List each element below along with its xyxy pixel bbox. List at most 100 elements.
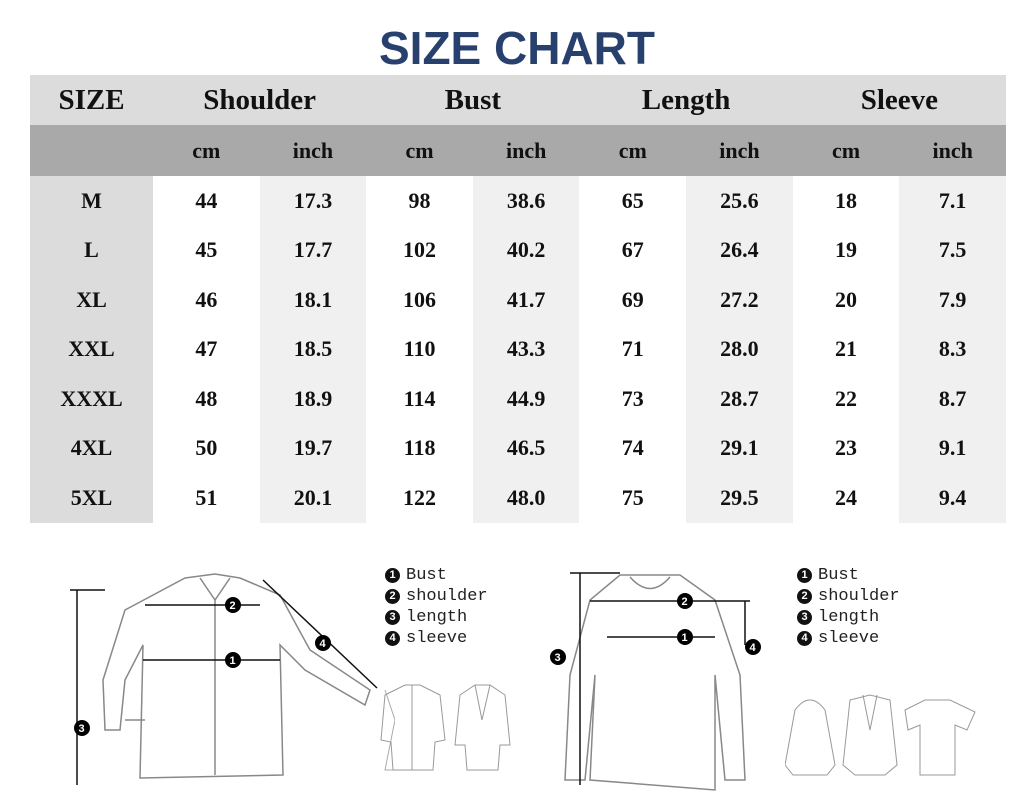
value-cell: 48.0 xyxy=(472,473,580,523)
unit-blank xyxy=(30,125,154,176)
value-cell: 22 xyxy=(792,374,900,424)
value-cell: 44 xyxy=(153,176,260,226)
value-cell: 110 xyxy=(366,324,473,374)
svg-text:1: 1 xyxy=(230,655,236,667)
value-cell: 20 xyxy=(792,275,900,325)
number-badge-icon: 4 xyxy=(797,631,812,646)
unit-inch: inch xyxy=(259,125,367,176)
value-cell: 29.5 xyxy=(686,473,793,523)
svg-text:1: 1 xyxy=(682,632,688,644)
number-badge-icon: 4 xyxy=(385,631,400,646)
size-cell: XXXL xyxy=(30,374,154,424)
garment-thumbnails xyxy=(785,694,976,776)
value-cell: 50 xyxy=(153,423,260,473)
value-cell: 98 xyxy=(366,176,473,226)
sweater-illustration: 1 2 3 4 xyxy=(550,572,761,791)
value-cell: 17.3 xyxy=(259,176,367,226)
number-badge-icon: 1 xyxy=(797,568,812,583)
value-cell: 122 xyxy=(366,473,473,523)
value-cell: 28.7 xyxy=(686,374,793,424)
value-cell: 106 xyxy=(366,275,473,325)
legend-item: 2 shoulder xyxy=(385,586,488,607)
unit-cm: cm xyxy=(153,125,260,176)
size-cell: 5XL xyxy=(30,473,154,523)
legend-label: shoulder xyxy=(818,587,900,606)
svg-text:3: 3 xyxy=(79,723,85,735)
value-cell: 45 xyxy=(153,225,260,275)
number-badge-icon: 2 xyxy=(797,589,812,604)
value-cell: 51 xyxy=(153,473,260,523)
size-header: SIZE xyxy=(30,75,154,125)
size-cell: M xyxy=(30,176,154,226)
size-row: M 44 17.3 98 38.6 65 25.6 18 7.1 xyxy=(30,176,1006,226)
legend-item: 2 shoulder xyxy=(797,586,900,607)
number-badge-icon: 2 xyxy=(385,589,400,604)
legend-label: length xyxy=(818,608,880,627)
value-cell: 21 xyxy=(792,324,900,374)
unit-cm: cm xyxy=(792,125,900,176)
value-cell: 102 xyxy=(366,225,473,275)
legend-item: 3 length xyxy=(797,607,900,628)
size-row: 5XL 51 20.1 122 48.0 75 29.5 24 9.4 xyxy=(30,473,1006,523)
shoulder-header: Shoulder xyxy=(153,75,367,125)
legend-left: 1 Bust 2 shoulder 3 length 4 sleeve xyxy=(385,565,488,649)
length-header: Length xyxy=(579,75,793,125)
shirt-illustration: 1 2 3 4 xyxy=(70,573,395,785)
value-cell: 71 xyxy=(579,324,687,374)
unit-row: cm inch cm inch cm inch cm inch xyxy=(30,125,1006,176)
unit-inch: inch xyxy=(472,125,580,176)
size-row: 4XL 50 19.7 118 46.5 74 29.1 23 9.1 xyxy=(30,423,1006,473)
size-cell: XXL xyxy=(30,324,154,374)
value-cell: 47 xyxy=(153,324,260,374)
jacket-thumbnails xyxy=(380,684,511,771)
legend-item: 1 Bust xyxy=(797,565,900,586)
legend-item: 4 sleeve xyxy=(385,628,488,649)
page-title: SIZE CHART xyxy=(379,22,655,74)
legend-item: 4 sleeve xyxy=(797,628,900,649)
legend-item: 1 Bust xyxy=(385,565,488,586)
size-row: XXXL 48 18.9 114 44.9 73 28.7 22 8.7 xyxy=(30,374,1006,424)
value-cell: 67 xyxy=(579,225,687,275)
size-row: XXL 47 18.5 110 43.3 71 28.0 21 8.3 xyxy=(30,324,1006,374)
value-cell: 17.7 xyxy=(259,225,367,275)
value-cell: 75 xyxy=(579,473,687,523)
value-cell: 65 xyxy=(579,176,687,226)
value-cell: 18.9 xyxy=(259,374,367,424)
size-row: L 45 17.7 102 40.2 67 26.4 19 7.5 xyxy=(30,225,1006,275)
value-cell: 118 xyxy=(366,423,473,473)
bust-header: Bust xyxy=(366,75,580,125)
number-badge-icon: 3 xyxy=(385,610,400,625)
value-cell: 26.4 xyxy=(686,225,793,275)
value-cell: 7.9 xyxy=(899,275,1006,325)
value-cell: 114 xyxy=(366,374,473,424)
value-cell: 8.3 xyxy=(899,324,1006,374)
unit-inch: inch xyxy=(899,125,1006,176)
unit-inch: inch xyxy=(686,125,793,176)
value-cell: 43.3 xyxy=(472,324,580,374)
value-cell: 7.1 xyxy=(899,176,1006,226)
size-cell: XL xyxy=(30,275,154,325)
svg-text:3: 3 xyxy=(555,652,561,664)
unit-cm: cm xyxy=(579,125,687,176)
value-cell: 18.1 xyxy=(259,275,367,325)
value-cell: 18.5 xyxy=(259,324,367,374)
value-cell: 19.7 xyxy=(259,423,367,473)
value-cell: 27.2 xyxy=(686,275,793,325)
legend-label: sleeve xyxy=(406,629,468,648)
value-cell: 25.6 xyxy=(686,176,793,226)
value-cell: 9.4 xyxy=(899,473,1006,523)
size-table: SIZE Shoulder Bust Length Sleeve cm inch… xyxy=(30,75,1006,523)
value-cell: 24 xyxy=(792,473,900,523)
value-cell: 74 xyxy=(579,423,687,473)
value-cell: 46.5 xyxy=(472,423,580,473)
value-cell: 18 xyxy=(792,176,900,226)
legend-label: Bust xyxy=(406,566,447,585)
size-cell: L xyxy=(30,225,154,275)
value-cell: 44.9 xyxy=(472,374,580,424)
value-cell: 20.1 xyxy=(259,473,367,523)
value-cell: 8.7 xyxy=(899,374,1006,424)
value-cell: 9.1 xyxy=(899,423,1006,473)
number-badge-icon: 1 xyxy=(385,568,400,583)
value-cell: 40.2 xyxy=(472,225,580,275)
sleeve-header: Sleeve xyxy=(792,75,1006,125)
